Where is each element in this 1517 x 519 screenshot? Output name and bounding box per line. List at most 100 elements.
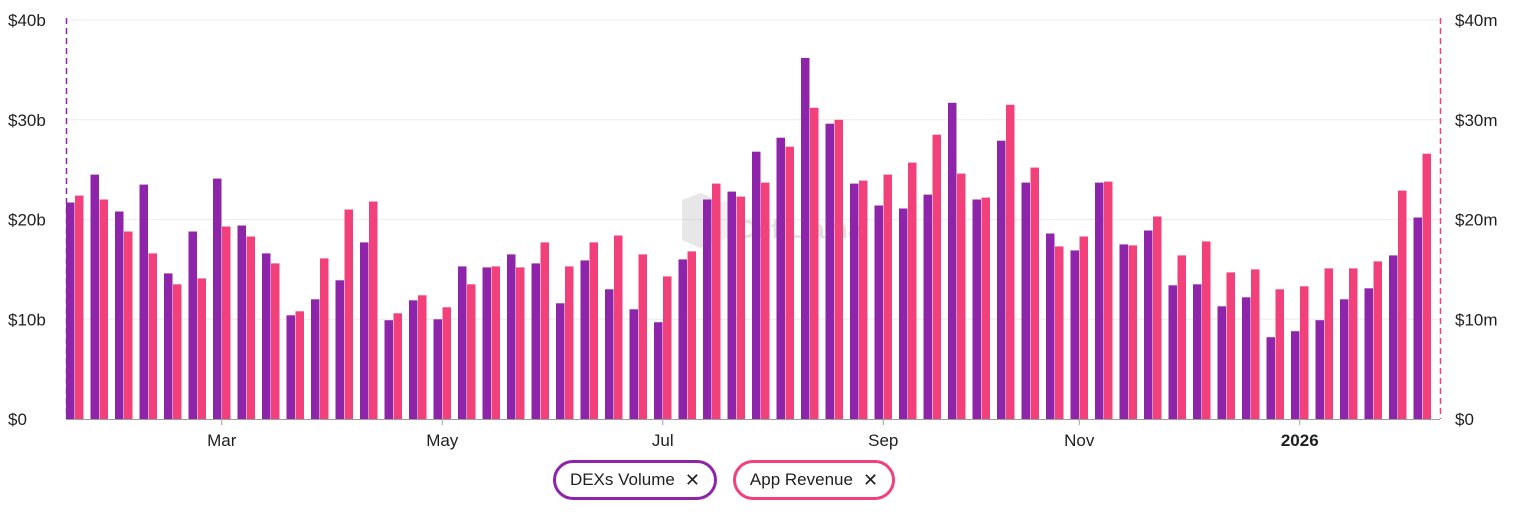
app-revenue-bar <box>295 311 304 419</box>
x-tick-label: May <box>426 431 459 450</box>
x-tick-label: Sep <box>868 431 898 450</box>
y-tick-label-right: $40m <box>1455 11 1498 30</box>
app-revenue-bar <box>834 119 843 420</box>
dex-volume-bar <box>678 259 687 419</box>
app-revenue-bar <box>124 231 133 419</box>
close-icon[interactable]: ✕ <box>684 470 700 490</box>
dex-volume-bar <box>286 315 295 419</box>
dex-volume-bar <box>923 194 932 419</box>
app-revenue-bar <box>1055 246 1064 419</box>
x-tick-label: Nov <box>1064 431 1095 450</box>
dex-volume-bar <box>66 202 75 419</box>
dex-volume-bar <box>262 253 271 419</box>
app-revenue-bar <box>393 313 402 419</box>
y-tick-label-left: $20b <box>8 211 46 230</box>
app-revenue-bar <box>1202 241 1211 419</box>
dex-volume-bar <box>629 309 638 419</box>
legend-app-revenue-label: App Revenue <box>749 470 853 489</box>
app-revenue-bar <box>589 242 598 419</box>
dex-volume-bar <box>1144 230 1153 419</box>
x-tick-label: Mar <box>207 431 237 450</box>
app-revenue-bar <box>1006 104 1015 420</box>
dex-volume-bar <box>899 208 908 419</box>
app-revenue-bar <box>320 258 329 419</box>
app-revenue-bar <box>173 284 182 419</box>
app-revenue-bar <box>761 182 770 419</box>
app-revenue-bar <box>491 266 500 419</box>
app-revenue-bar <box>981 197 990 419</box>
app-revenue-bar <box>1373 261 1382 419</box>
dex-volume-bar <box>531 263 540 419</box>
legend-app-revenue-toggle[interactable]: App Revenue ✕ <box>732 460 896 500</box>
dex-volume-bar <box>139 184 148 419</box>
app-revenue-bar <box>712 183 721 419</box>
x-tick-label: Jul <box>652 431 674 450</box>
y-tick-label-left: $40b <box>8 11 46 30</box>
dex-volume-bar <box>507 254 516 419</box>
app-revenue-bar <box>75 195 84 419</box>
app-revenue-bar <box>736 196 745 419</box>
app-revenue-bar <box>1398 190 1407 419</box>
dex-volume-bar <box>360 242 369 419</box>
app-revenue-bar <box>467 284 476 419</box>
dex-volume-bar <box>1070 250 1079 419</box>
dex-volume-bar <box>1389 255 1398 419</box>
dex-volume-bar <box>1364 288 1373 419</box>
legend-dex-volume-toggle[interactable]: DEXs Volume ✕ <box>552 460 717 500</box>
y-tick-label-left: $10b <box>8 310 46 329</box>
axes: $0 $0 $10b $10m $20b $20m $30b $30m $40b $40m Mar M… <box>8 11 1498 450</box>
dex-volume-bar <box>997 140 1006 419</box>
app-revenue-bar <box>1422 153 1431 419</box>
dex-volume-bar <box>776 137 785 419</box>
app-revenue-bar <box>1128 245 1137 419</box>
dex-volume-bar <box>115 211 124 419</box>
app-revenue-bar <box>859 180 868 419</box>
dex-volume-bar <box>825 123 834 419</box>
app-revenue-bar <box>565 266 574 419</box>
app-revenue-bar <box>222 226 231 419</box>
dex-volume-bar <box>1291 331 1300 419</box>
dex-volume-bar <box>90 174 99 419</box>
app-revenue-bar <box>1079 236 1088 419</box>
app-revenue-bar <box>246 236 255 419</box>
dex-volume-bar <box>1119 244 1128 419</box>
dex-volume-bar <box>482 267 491 419</box>
dex-volume-bar <box>605 289 614 419</box>
app-revenue-bar <box>687 251 696 419</box>
dex-volume-bar <box>850 183 859 419</box>
dex-volume-bar <box>409 300 418 419</box>
close-icon[interactable]: ✕ <box>862 470 879 490</box>
app-revenue-bar <box>1324 268 1333 419</box>
app-revenue-bar <box>99 199 108 419</box>
y-tick-label-right: $10m <box>1455 310 1498 329</box>
app-revenue-bar <box>883 174 892 419</box>
app-revenue-bar <box>1226 272 1235 419</box>
app-revenue-bar <box>418 295 427 419</box>
app-revenue-bar <box>785 146 794 419</box>
app-revenue-bar <box>1030 167 1039 419</box>
app-revenue-bar <box>908 162 917 419</box>
dex-volume-bar <box>188 231 197 419</box>
app-revenue-bar <box>1349 268 1358 419</box>
app-revenue-bar <box>442 307 451 419</box>
dex-volume-bar <box>580 260 589 419</box>
app-revenue-bar <box>344 209 353 419</box>
dex-volume-bar <box>1217 306 1226 419</box>
dex-volume-bar <box>384 320 393 419</box>
app-revenue-bar <box>810 107 819 420</box>
app-revenue-bar <box>663 276 672 419</box>
dex-volume-bar <box>1021 182 1030 419</box>
app-revenue-bar <box>197 278 206 419</box>
dex-volume-bar <box>972 199 981 419</box>
legend-dex-volume-label: DEXs Volume <box>569 470 675 489</box>
dex-volume-bar <box>1046 233 1055 419</box>
dex-volume-bar <box>948 102 957 420</box>
app-revenue-bar <box>516 267 525 419</box>
dex-volume-bar <box>556 303 565 419</box>
dex-volume-bar <box>213 178 222 419</box>
app-revenue-bar <box>148 253 157 419</box>
app-revenue-bar <box>1251 269 1260 419</box>
app-revenue-bar <box>957 173 966 419</box>
dex-volume-bar <box>164 273 173 419</box>
app-revenue-bar <box>1300 286 1309 419</box>
